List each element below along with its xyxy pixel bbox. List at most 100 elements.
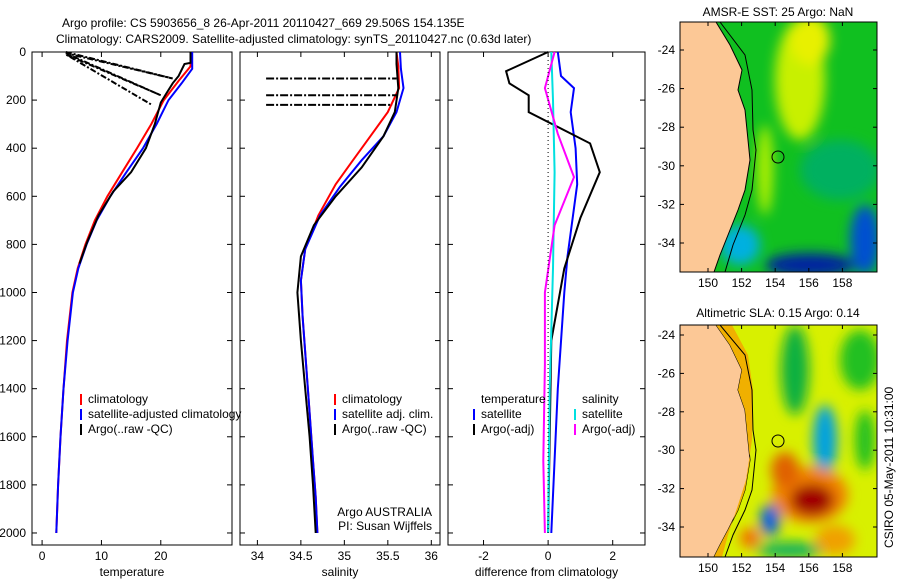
shelf-contour [719,22,757,272]
legend-title: salinity [582,392,619,406]
y-tick-label: -32 [658,482,676,496]
y-tick-label: -32 [658,197,676,211]
sst-map: AMSR-E SST: 25 Argo: NaN 150 152 154 156 158… [658,5,878,290]
y-tick-label: 200 [6,93,26,107]
legend-label: satellite adj. clim. [342,407,433,421]
series-line-climatology [299,51,401,534]
x-tick-label: 152 [732,276,752,290]
legend-label: satellite-adjusted climatology [88,407,241,421]
x-tick-label: 154 [765,561,785,575]
x-axis-label: difference from climatology [475,565,618,579]
x-tick-label: 34.5 [289,549,313,563]
sla-map: Altimetric SLA: 0.15 Argo: 0.14 1 [658,306,878,575]
x-tick-label: 158 [832,561,852,575]
difference-panel: -2 0 2 difference from climatology temperatu… [447,51,646,579]
x-tick-label: 35 [338,549,352,563]
series-line-argo-raw-qc- [78,52,192,264]
x-tick-label: 36 [425,549,439,563]
y-tick-label: -24 [658,328,676,342]
y-tick-label: -28 [658,405,676,419]
legend-swatch [334,424,336,435]
legend-swatch [574,409,576,420]
y-tick-label: 2000 [0,526,26,540]
y-tick-label: -28 [658,120,676,134]
figure-title-line1: Argo profile: CS 5903656_8 26-Apr-2011 2… [62,16,465,30]
legend-swatch [80,394,82,405]
series-line-temperature-argo-adj- [504,51,601,534]
y-tick-label: -34 [658,520,676,534]
x-axis-label: salinity [322,565,359,579]
series-line-climatology [55,52,192,534]
legend-title: temperature [481,392,546,406]
series-line-argo-raw-qc- [296,52,400,534]
x-tick-label: 34 [251,549,265,563]
annotation-text: PI: Susan Wijffels [338,519,432,533]
series-line-salinity-satellite [547,51,556,534]
y-tick-label: -30 [658,159,676,173]
x-tick-label: 0 [39,549,46,563]
figure-title-line2: Climatology: CARS2009. Satellite-adjuste… [56,32,531,46]
legend-swatch [473,409,475,420]
legend-label: climatology [88,392,148,406]
y-tick-label: 800 [6,237,26,251]
temperature-panel: 0 10 20 temperature 0 200 400 600 800 1000 1200 140… [0,45,241,579]
argo-position-marker [771,434,785,448]
legend-label: satellite [481,407,522,421]
legend-swatch [334,394,336,405]
annotation-text: Argo AUSTRALIA [337,505,432,519]
y-tick-label: 1400 [0,382,26,396]
salinity-panel: 34 34.5 35 35.5 36 salinity climatologysatelli… [239,51,441,579]
y-tick-label: -30 [658,443,676,457]
y-tick-label: -26 [658,366,676,380]
y-tick-label: 1600 [0,430,26,444]
x-tick-label: 2 [609,549,616,563]
axes-frame [447,51,646,546]
y-tick-label: 600 [6,189,26,203]
y-tick-label: 1000 [0,285,26,299]
series-line-salinity-argo-adj- [542,51,576,534]
x-tick-label: 0 [545,549,552,563]
x-tick-label: 152 [732,561,752,575]
axes-frame [31,51,233,546]
legend-swatch [80,409,82,420]
x-tick-label: 35.5 [376,549,400,563]
land [680,22,751,272]
x-tick-label: 10 [95,549,109,563]
x-tick-label: -2 [478,549,489,563]
legend-label: Argo(..raw -QC) [88,422,173,436]
x-tick-label: 150 [698,561,718,575]
argo-position-marker [771,150,785,164]
y-tick-label: -26 [658,82,676,96]
footer-stamp: CSIRO 05-May-2011 10:31:00 [882,386,896,548]
legend-swatch [80,424,82,435]
sst-map-title: AMSR-E SST: 25 Argo: NaN [703,5,854,19]
y-tick-label: -34 [658,236,676,250]
series-line-argo-raw-spikes [65,51,173,106]
x-tick-label: 156 [799,561,819,575]
y-tick-label: 0 [19,45,26,59]
series-line-satellite-adj-clim- [299,51,405,534]
x-tick-label: 150 [698,276,718,290]
y-tick-label: -24 [658,43,676,57]
x-tick-label: 20 [154,549,168,563]
legend-label: satellite [582,407,623,421]
y-tick-label: 1200 [0,334,26,348]
legend-swatch [574,424,576,435]
axes-frame [239,51,441,546]
shelf-contour [719,325,757,557]
legend-swatch [334,409,336,420]
legend-label: Argo(..raw -QC) [342,422,427,436]
x-tick-label: 154 [765,276,785,290]
x-tick-label: 158 [832,276,852,290]
series-line-temperature-satellite [550,51,579,534]
series-line-satellite-adjusted-climatology [55,52,194,534]
legend-label: climatology [342,392,402,406]
y-tick-label: 1800 [0,478,26,492]
y-tick-label: 400 [6,141,26,155]
sla-map-title: Altimetric SLA: 0.15 Argo: 0.14 [696,306,860,320]
x-tick-label: 156 [799,276,819,290]
legend-label: Argo(-adj) [481,422,534,436]
legend-swatch [473,424,475,435]
x-axis-label: temperature [100,565,165,579]
